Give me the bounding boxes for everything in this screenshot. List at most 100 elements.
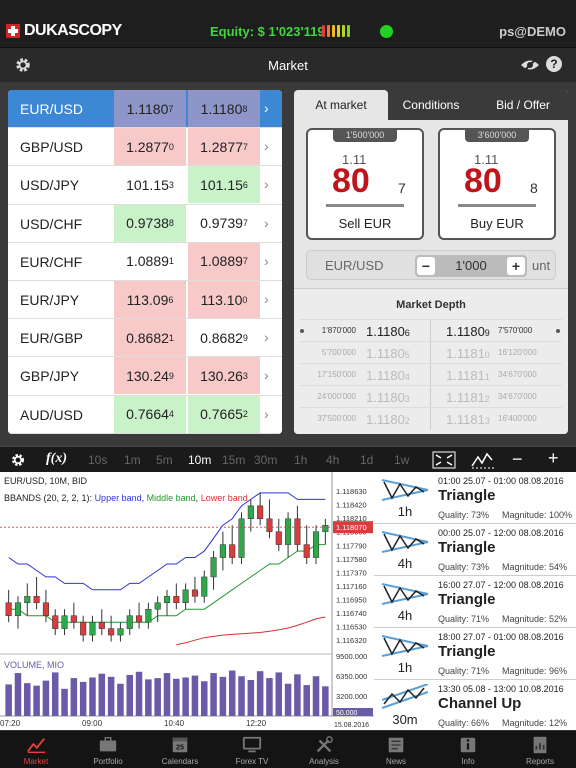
chevron-right-icon[interactable]: › (264, 176, 269, 193)
nav-item-portfolio[interactable]: Portfolio (72, 731, 144, 768)
buy-label: Buy EUR (470, 216, 524, 231)
tab-bid-offer[interactable]: Bid / Offer (496, 98, 550, 112)
amount-unit[interactable]: unt (532, 258, 551, 273)
chevron-right-icon[interactable]: › (264, 214, 269, 231)
bid-price-cell[interactable]: 113.09 6 (114, 281, 186, 318)
ask-price-cell[interactable]: 0.8682 9 (188, 319, 260, 356)
indicators-fx-button[interactable]: f(x) (46, 451, 67, 466)
pattern-item[interactable]: 1h 18:00 27.07 - 01:00 08.08.2016 Triangle… (374, 628, 576, 680)
chart-settings-gear-icon[interactable] (10, 452, 26, 468)
top-bar: DUKASCOPY Equity: $ 1'023'119 ps@DEMO (0, 0, 576, 48)
pattern-item[interactable]: 1h 01:00 25.07 - 01:00 08.08.2016 Triangle… (374, 472, 576, 524)
timeframe-1m[interactable]: 1m (124, 453, 141, 467)
ask-price-cell[interactable]: 1.0889 7 (188, 242, 260, 280)
rate-row[interactable]: AUD/USD 0.7664 4 0.7665 2 › (8, 395, 282, 434)
bid-price-cell[interactable]: 101.15 3 (114, 166, 186, 203)
timeframe-10m[interactable]: 10m (188, 453, 212, 467)
timeframe-30m[interactable]: 30m (254, 453, 278, 467)
rate-row[interactable]: GBP/JPY 130.24 9 130.26 3 › (8, 357, 282, 396)
bid-price: 1.1180 (126, 100, 169, 117)
user-account[interactable]: ps@DEMO (499, 24, 566, 39)
rate-row[interactable]: USD/JPY 101.15 3 101.15 6 › (8, 166, 282, 205)
timeframe-1d[interactable]: 1d (360, 453, 374, 467)
bid-price-cell[interactable]: 1.1180 7 (114, 90, 186, 127)
timeframe-1w[interactable]: 1w (394, 453, 410, 467)
pattern-item[interactable]: 4h 00:00 25.07 - 12:00 08.08.2016 Triangle… (374, 524, 576, 576)
amount-plus-button[interactable]: + (507, 257, 525, 275)
nav-item-news[interactable]: News (360, 731, 432, 768)
rate-row[interactable]: EUR/GBP 0.8682 1 0.8682 9 › (8, 319, 282, 358)
timeframe-5m[interactable]: 5m (156, 453, 173, 467)
ask-price-cell[interactable]: 1.1180 8 (188, 90, 260, 127)
candle-body (70, 615, 77, 623)
bid-price-cell[interactable]: 0.9738 8 (114, 204, 186, 242)
price-chart[interactable]: 1.1186301.1184201.1182101.1180001.117790… (0, 472, 374, 730)
ask-price-cell[interactable]: 101.15 6 (188, 166, 260, 204)
candle-body (14, 602, 22, 616)
chart-canvas[interactable]: 1.1186301.1184201.1182101.1180001.117790… (0, 472, 374, 730)
rate-row[interactable]: USD/CHF 0.9738 8 0.9739 7 › (8, 204, 282, 243)
depth-ask-price-group: 1.11810 (446, 346, 490, 361)
legend-lower-band: Lower band (200, 493, 248, 503)
bid-price-cell[interactable]: 0.7664 4 (114, 395, 186, 433)
nav-item-forex-tv[interactable]: Forex TV (216, 731, 288, 768)
nav-item-reports[interactable]: Reports (504, 731, 576, 768)
zoom-out-button[interactable]: − (512, 449, 523, 469)
ask-price-cell[interactable]: 0.7665 2 (188, 395, 260, 433)
depth-ask-price: 1.1180 (446, 324, 485, 339)
chevron-right-icon[interactable]: › (264, 252, 269, 269)
chevron-right-icon[interactable]: › (264, 100, 269, 116)
ask-price-cell[interactable]: 113.10 0 (188, 281, 260, 318)
chevron-right-icon[interactable]: › (264, 405, 269, 422)
timeframe-10s[interactable]: 10s (88, 453, 108, 467)
rate-row[interactable]: EUR/CHF 1.0889 1 1.0889 7 › (8, 242, 282, 281)
chevron-right-icon[interactable]: › (264, 138, 269, 155)
equity-bar (322, 25, 325, 37)
buy-price-big: 80 (464, 162, 502, 200)
rate-row[interactable]: EUR/JPY 113.09 6 113.10 0 › (8, 281, 282, 320)
volume-bar (228, 670, 236, 716)
ask-price-cell[interactable]: 130.26 3 (188, 357, 260, 395)
price-tick-label: 1.116530 (336, 623, 367, 632)
candle-body (303, 544, 310, 558)
pattern-quality: Quality: 73% (438, 510, 490, 520)
nav-item-calendars[interactable]: 25 Calendars (144, 731, 216, 768)
buy-button[interactable]: 3'600'000 1.11 80 8 Buy EUR (438, 128, 556, 240)
chevron-right-icon[interactable]: › (264, 367, 269, 384)
nav-item-analysis[interactable]: Analysis (288, 731, 360, 768)
chevron-right-icon[interactable]: › (264, 291, 269, 307)
sell-button[interactable]: 1'500'000 1.11 80 7 Sell EUR (306, 128, 424, 240)
timeframe-4h[interactable]: 4h (326, 453, 340, 467)
chart-date-label: 15.08.2016 (334, 722, 369, 729)
nav-item-info[interactable]: Info (432, 731, 504, 768)
pattern-item[interactable]: 4h 16:00 27.07 - 12:00 08.08.2016 Triangle… (374, 576, 576, 628)
amount-minus-button[interactable]: − (417, 257, 435, 275)
pattern-quality: Quality: 71% (438, 666, 490, 676)
settings-gear-icon[interactable] (14, 56, 32, 74)
ask-price-cell[interactable]: 1.2877 7 (188, 128, 260, 166)
volume-bar (135, 671, 143, 716)
timeframe-1h[interactable]: 1h (294, 453, 308, 467)
bid-price-cell[interactable]: 130.24 9 (114, 357, 186, 395)
fullscreen-icon[interactable] (432, 451, 456, 469)
hide-eye-icon[interactable] (520, 58, 540, 72)
bid-price-cell[interactable]: 0.8682 1 (114, 319, 186, 357)
channel-pattern-icon (381, 684, 429, 709)
help-icon[interactable]: ? (546, 56, 562, 72)
zoom-in-button[interactable]: + (548, 448, 559, 468)
nav-item-market[interactable]: Market (0, 731, 72, 768)
bid-price-cell[interactable]: 1.0889 1 (114, 243, 186, 280)
amount-input[interactable]: 1'000 (455, 258, 487, 273)
rate-row[interactable]: GBP/USD 1.2877 0 1.2877 7 › (8, 128, 282, 167)
ask-pipette: 2 (242, 409, 248, 420)
chevron-right-icon[interactable]: › (264, 329, 269, 346)
ask-price-cell[interactable]: 0.9739 7 (188, 205, 260, 242)
tab-conditions[interactable]: Conditions (402, 98, 460, 112)
bid-price-cell[interactable]: 1.2877 0 (114, 128, 186, 166)
tab-at-market[interactable]: At market (294, 90, 388, 120)
depth-bid-price: 1.1180 (366, 390, 405, 405)
pattern-recognition-icon[interactable] (470, 451, 496, 469)
rate-row[interactable]: EUR/USD 1.1180 7 1.1180 8 › (8, 90, 282, 129)
timeframe-15m[interactable]: 15m (222, 453, 246, 467)
pattern-item[interactable]: 30m 13:30 05.08 - 13:00 10.08.2016 Channel… (374, 680, 576, 732)
